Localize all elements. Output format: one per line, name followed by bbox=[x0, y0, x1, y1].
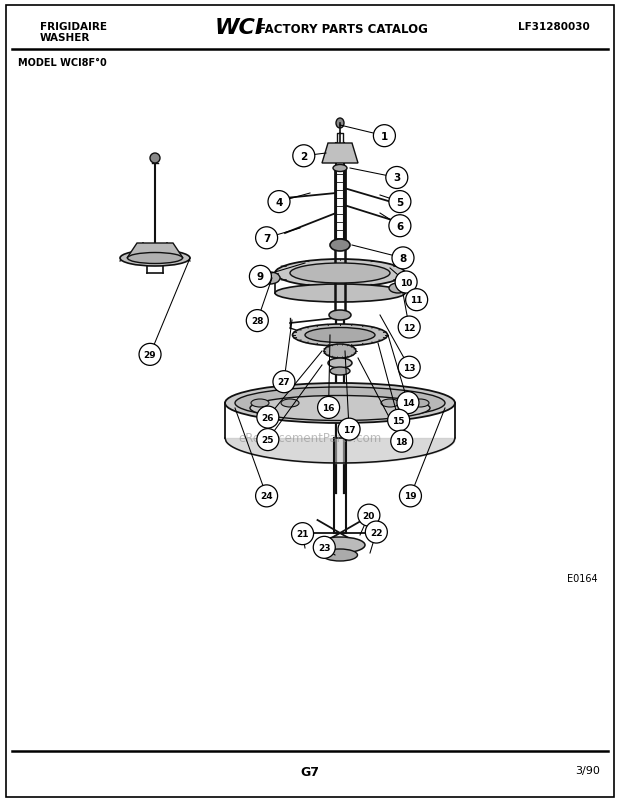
Ellipse shape bbox=[330, 368, 350, 376]
Ellipse shape bbox=[128, 253, 182, 264]
Text: 29: 29 bbox=[144, 350, 156, 360]
Circle shape bbox=[388, 410, 410, 432]
Text: 24: 24 bbox=[260, 491, 273, 501]
Circle shape bbox=[386, 167, 408, 190]
Circle shape bbox=[391, 430, 413, 453]
Text: FACTORY PARTS CATALOG: FACTORY PARTS CATALOG bbox=[258, 23, 428, 36]
Text: 4: 4 bbox=[275, 198, 283, 207]
Ellipse shape bbox=[330, 240, 350, 251]
Ellipse shape bbox=[275, 259, 405, 287]
Circle shape bbox=[399, 485, 422, 507]
Circle shape bbox=[405, 289, 428, 312]
Text: 28: 28 bbox=[251, 316, 264, 326]
Circle shape bbox=[397, 392, 419, 414]
Circle shape bbox=[139, 344, 161, 366]
Text: 9: 9 bbox=[257, 272, 264, 282]
Text: 25: 25 bbox=[262, 435, 274, 445]
Ellipse shape bbox=[315, 537, 365, 553]
Circle shape bbox=[255, 485, 278, 507]
Ellipse shape bbox=[225, 384, 455, 423]
Circle shape bbox=[291, 523, 314, 545]
Text: 18: 18 bbox=[396, 437, 408, 446]
Text: 15: 15 bbox=[392, 416, 405, 426]
Ellipse shape bbox=[293, 324, 388, 347]
Circle shape bbox=[395, 271, 417, 294]
Ellipse shape bbox=[336, 119, 344, 128]
Text: 3: 3 bbox=[393, 173, 401, 183]
Text: 10: 10 bbox=[400, 278, 412, 287]
Circle shape bbox=[257, 429, 279, 451]
Ellipse shape bbox=[381, 400, 399, 407]
Ellipse shape bbox=[250, 396, 430, 421]
Text: 21: 21 bbox=[296, 529, 309, 539]
Circle shape bbox=[317, 397, 340, 419]
Polygon shape bbox=[127, 243, 183, 259]
Circle shape bbox=[358, 504, 380, 527]
Ellipse shape bbox=[324, 344, 356, 359]
Circle shape bbox=[313, 536, 335, 559]
Ellipse shape bbox=[389, 283, 407, 294]
Ellipse shape bbox=[290, 263, 390, 283]
Text: G7: G7 bbox=[301, 765, 319, 778]
Circle shape bbox=[150, 154, 160, 164]
Polygon shape bbox=[322, 144, 358, 164]
Text: 16: 16 bbox=[322, 403, 335, 413]
Ellipse shape bbox=[281, 400, 299, 407]
Text: LF31280030: LF31280030 bbox=[518, 22, 590, 32]
Ellipse shape bbox=[305, 328, 375, 343]
Ellipse shape bbox=[329, 311, 351, 320]
Text: 13: 13 bbox=[403, 363, 415, 373]
Text: 5: 5 bbox=[396, 198, 404, 207]
Ellipse shape bbox=[333, 165, 347, 173]
Text: 12: 12 bbox=[403, 323, 415, 332]
Circle shape bbox=[273, 371, 295, 393]
Text: MODEL WCI8F°0: MODEL WCI8F°0 bbox=[18, 58, 107, 68]
Ellipse shape bbox=[322, 549, 358, 561]
Text: 19: 19 bbox=[404, 491, 417, 501]
Text: 8: 8 bbox=[399, 254, 407, 263]
Text: WASHER: WASHER bbox=[40, 33, 91, 43]
Text: 23: 23 bbox=[318, 543, 330, 552]
Text: eReplacementParts.com: eReplacementParts.com bbox=[238, 431, 382, 444]
Text: 1: 1 bbox=[381, 132, 388, 141]
Text: 3/90: 3/90 bbox=[575, 765, 600, 775]
Text: 7: 7 bbox=[263, 234, 270, 243]
Ellipse shape bbox=[235, 388, 445, 419]
Circle shape bbox=[249, 266, 272, 288]
Text: 20: 20 bbox=[363, 511, 375, 520]
Circle shape bbox=[246, 310, 268, 332]
Ellipse shape bbox=[260, 273, 280, 284]
Ellipse shape bbox=[251, 400, 269, 407]
Circle shape bbox=[268, 191, 290, 214]
Ellipse shape bbox=[275, 284, 405, 303]
Circle shape bbox=[389, 191, 411, 214]
Text: 27: 27 bbox=[278, 377, 290, 387]
Circle shape bbox=[338, 418, 360, 441]
Circle shape bbox=[389, 215, 411, 238]
Text: FRIGIDAIRE: FRIGIDAIRE bbox=[40, 22, 107, 32]
Circle shape bbox=[398, 316, 420, 339]
Circle shape bbox=[365, 521, 388, 544]
Ellipse shape bbox=[411, 400, 429, 407]
Text: 2: 2 bbox=[300, 152, 308, 161]
Circle shape bbox=[257, 406, 279, 429]
Text: 17: 17 bbox=[343, 425, 355, 434]
Circle shape bbox=[392, 247, 414, 270]
Circle shape bbox=[373, 125, 396, 148]
Circle shape bbox=[293, 145, 315, 168]
Text: 26: 26 bbox=[262, 413, 274, 422]
Ellipse shape bbox=[328, 359, 352, 369]
Text: 11: 11 bbox=[410, 296, 423, 305]
Text: WCI: WCI bbox=[215, 18, 264, 38]
Text: 22: 22 bbox=[370, 528, 383, 537]
Text: E0164: E0164 bbox=[567, 573, 598, 583]
Circle shape bbox=[255, 227, 278, 250]
Circle shape bbox=[398, 357, 420, 379]
Ellipse shape bbox=[120, 251, 190, 267]
Text: 6: 6 bbox=[396, 222, 404, 231]
Text: 14: 14 bbox=[402, 398, 414, 408]
